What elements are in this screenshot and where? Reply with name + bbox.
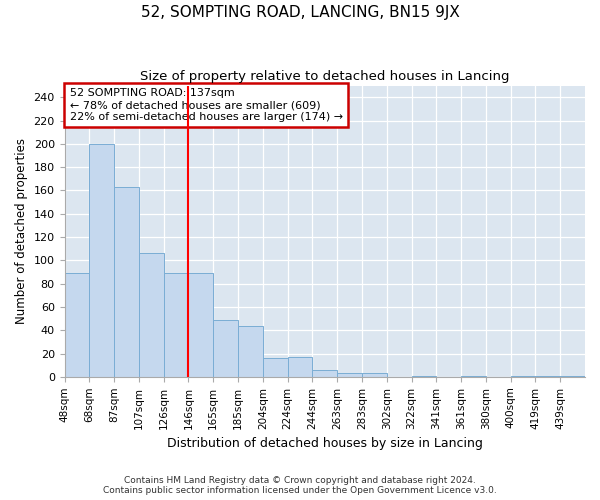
Bar — [535, 376, 560, 377]
Bar — [164, 273, 188, 377]
Bar — [263, 358, 287, 377]
Bar — [213, 320, 238, 377]
Bar — [114, 187, 139, 377]
Title: Size of property relative to detached houses in Lancing: Size of property relative to detached ho… — [140, 70, 509, 83]
Bar — [238, 326, 263, 377]
Text: 52 SOMPTING ROAD: 137sqm
← 78% of detached houses are smaller (609)
22% of semi-: 52 SOMPTING ROAD: 137sqm ← 78% of detach… — [70, 88, 343, 122]
X-axis label: Distribution of detached houses by size in Lancing: Distribution of detached houses by size … — [167, 437, 483, 450]
Bar — [139, 254, 164, 377]
Bar — [313, 370, 337, 377]
Bar — [65, 273, 89, 377]
Bar — [560, 376, 585, 377]
Bar — [461, 376, 486, 377]
Y-axis label: Number of detached properties: Number of detached properties — [15, 138, 28, 324]
Bar — [511, 376, 535, 377]
Bar — [337, 374, 362, 377]
Bar — [287, 357, 313, 377]
Bar — [89, 144, 114, 377]
Text: Contains HM Land Registry data © Crown copyright and database right 2024.
Contai: Contains HM Land Registry data © Crown c… — [103, 476, 497, 495]
Bar — [362, 374, 387, 377]
Bar — [188, 273, 213, 377]
Bar — [412, 376, 436, 377]
Text: 52, SOMPTING ROAD, LANCING, BN15 9JX: 52, SOMPTING ROAD, LANCING, BN15 9JX — [140, 5, 460, 20]
